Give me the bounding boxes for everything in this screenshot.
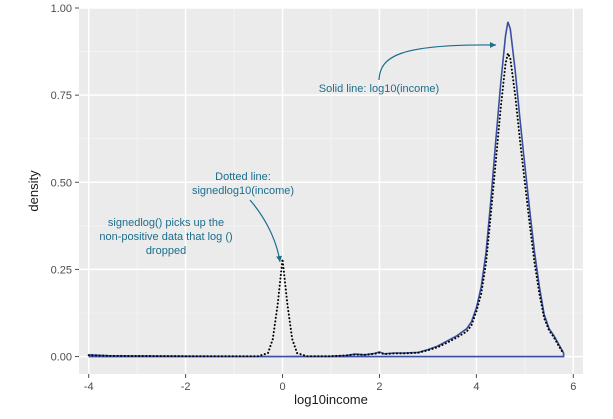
x-tick-label: -2	[181, 381, 191, 393]
annotation-line: Dotted line:	[215, 171, 271, 183]
annotations: Solid line: log10(income) Dotted line: sig…	[99, 41, 497, 263]
annotation-line: Solid line: log10(income)	[319, 83, 439, 95]
x-axis-title: log10income	[294, 392, 368, 407]
x-tick-label: -4	[84, 381, 94, 393]
annotation-line: non-positive data that log ()	[99, 231, 232, 243]
y-tick-label: 1.00	[51, 3, 72, 15]
data-series	[87, 21, 565, 358]
annotation-arrow-solid	[378, 41, 497, 81]
annotation-line: signedlog10(income)	[192, 185, 294, 197]
annotation-text: Dotted line: signedlog10(income)	[192, 171, 294, 197]
annotation-text: signedlog() picks up the non-positive dat…	[99, 217, 232, 257]
y-axis-title: density	[26, 170, 41, 212]
annotation-text: Solid line: log10(income)	[319, 83, 439, 95]
x-tick-label: 4	[473, 381, 479, 393]
x-tick-label: 0	[279, 381, 285, 393]
series-line-dotted	[87, 50, 565, 358]
y-tick-label: 0.50	[51, 177, 72, 189]
x-tick-label: 6	[570, 381, 576, 393]
x-tick-label: 2	[376, 381, 382, 393]
y-tick-label: 0.25	[51, 264, 72, 276]
y-tick-label: 0.75	[51, 90, 72, 102]
y-tick-label: 0.00	[51, 352, 72, 364]
series-line-solid	[88, 21, 565, 358]
annotation-arrow-dotted	[249, 199, 283, 263]
annotation-line: dropped	[146, 245, 186, 257]
axis-ticks: -4 -2 0 2 4 6 0.00 0.25 0.50 0.75 1.00	[51, 3, 577, 393]
annotation-line: signedlog() picks up the	[108, 217, 224, 229]
